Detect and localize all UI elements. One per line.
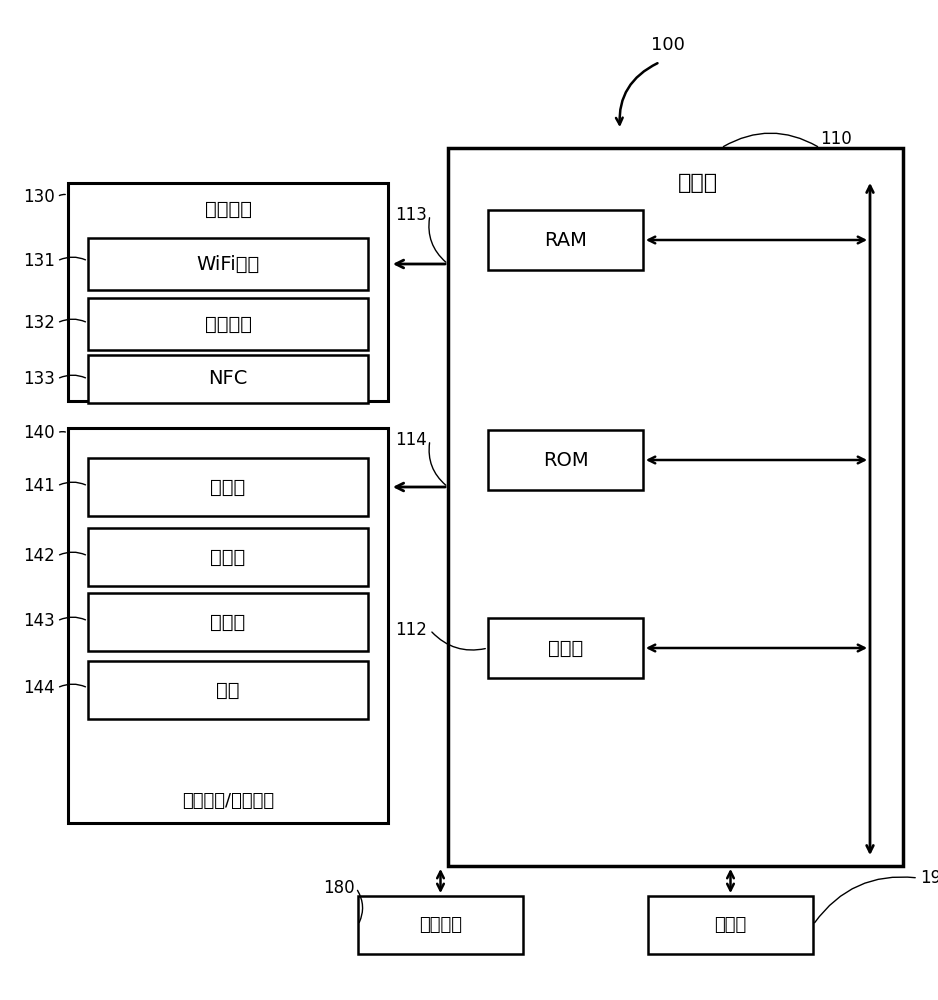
Bar	[68, 428, 388, 823]
Text: 蓝牙模块: 蓝牙模块	[204, 314, 251, 334]
Text: 麦克风: 麦克风	[210, 478, 246, 496]
Text: 存储器: 存储器	[715, 916, 747, 934]
Text: 控制器: 控制器	[678, 173, 719, 193]
Text: 132: 132	[23, 314, 55, 332]
Text: NFC: NFC	[208, 369, 248, 388]
Text: 供电电源: 供电电源	[419, 916, 462, 934]
Text: 113: 113	[395, 206, 427, 224]
Text: 131: 131	[23, 252, 55, 270]
Text: 100: 100	[651, 36, 685, 54]
Bar	[488, 430, 643, 490]
Text: 用户输入/输出接口: 用户输入/输出接口	[182, 792, 274, 810]
Bar	[88, 458, 368, 516]
Text: 140: 140	[23, 424, 55, 442]
Bar	[488, 618, 643, 678]
Bar	[88, 238, 368, 290]
Bar	[88, 355, 368, 403]
Text: 141: 141	[23, 477, 55, 495]
Text: 144: 144	[23, 679, 55, 697]
Bar	[88, 298, 368, 350]
Bar	[68, 183, 388, 401]
Text: 190: 190	[920, 869, 938, 887]
Bar	[88, 661, 368, 719]
Text: 110: 110	[820, 130, 852, 148]
Text: 处理器: 处理器	[548, 639, 583, 658]
Text: ROM: ROM	[543, 450, 588, 470]
Text: 114: 114	[395, 431, 427, 449]
Text: 142: 142	[23, 547, 55, 565]
Bar	[488, 210, 643, 270]
Bar	[358, 896, 523, 954]
Text: WiFi芯片: WiFi芯片	[196, 254, 260, 273]
Text: 143: 143	[23, 612, 55, 630]
Text: 112: 112	[395, 621, 427, 639]
Bar	[648, 896, 813, 954]
Text: 133: 133	[23, 370, 55, 388]
Text: 130: 130	[23, 188, 55, 206]
Text: 触摸板: 触摸板	[210, 548, 246, 566]
Text: 传感器: 传感器	[210, 612, 246, 632]
Bar	[448, 148, 903, 866]
Text: 通信接口: 通信接口	[204, 200, 251, 219]
Text: RAM: RAM	[544, 231, 587, 249]
Text: 180: 180	[324, 879, 355, 897]
Bar	[88, 528, 368, 586]
Text: 按键: 按键	[217, 680, 240, 700]
Bar	[88, 593, 368, 651]
